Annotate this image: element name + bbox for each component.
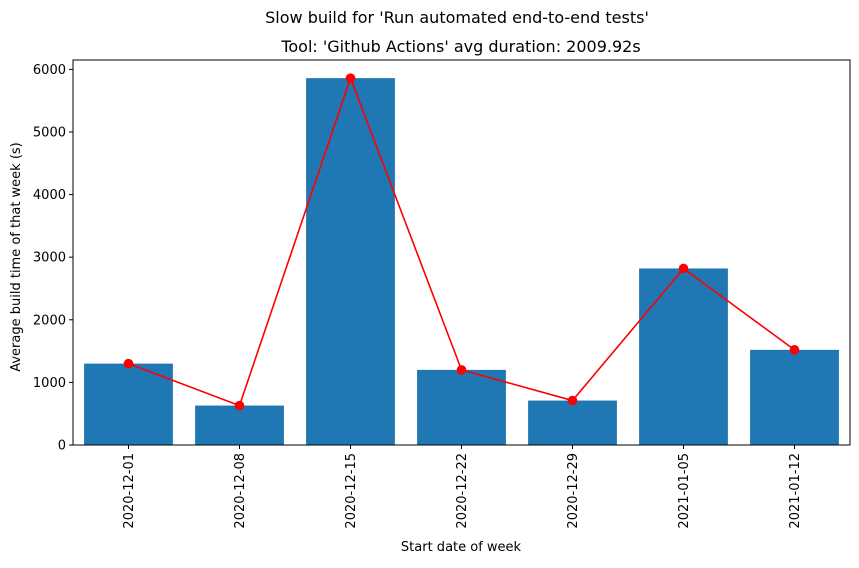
y-tick-label: 1000 bbox=[33, 376, 66, 391]
x-tick-label: 2020-12-22 bbox=[455, 453, 470, 529]
plot-area: 0 1000 2000 3000 4000 5000 6000 2020-12-01 2020-… bbox=[33, 59, 851, 529]
bar-2020-12-29 bbox=[528, 400, 617, 445]
bar-2020-12-08 bbox=[195, 405, 284, 445]
trend-point-2020-12-29 bbox=[567, 395, 578, 406]
trend-point-2021-01-12 bbox=[789, 345, 800, 355]
chart-title: Tool: 'Github Actions' avg duration: 200… bbox=[280, 37, 640, 56]
y-tick-label: 6000 bbox=[33, 63, 66, 78]
trend-point-2021-01-05 bbox=[678, 263, 689, 274]
trend-point-2020-12-22 bbox=[456, 365, 467, 375]
x-tick-label: 2021-01-12 bbox=[788, 453, 803, 529]
bar-2020-12-22 bbox=[417, 369, 506, 445]
bar-2020-12-01 bbox=[84, 363, 173, 445]
y-tick-label: 5000 bbox=[33, 125, 66, 140]
y-tick-label: 4000 bbox=[33, 188, 66, 203]
y-tick-label: 0 bbox=[58, 439, 66, 454]
x-tick-label: 2020-12-29 bbox=[566, 453, 581, 529]
x-tick-label: 2020-12-01 bbox=[122, 453, 137, 529]
bar-2020-12-15 bbox=[306, 78, 395, 445]
chart-suptitle: Slow build for 'Run automated end-to-end… bbox=[265, 8, 649, 27]
bar-2021-01-05 bbox=[639, 268, 728, 445]
y-tick-label: 3000 bbox=[33, 251, 66, 266]
x-tick-label: 2020-12-15 bbox=[344, 453, 359, 529]
trend-point-2020-12-15 bbox=[345, 73, 356, 83]
x-tick-label: 2020-12-08 bbox=[233, 453, 248, 529]
y-tick-label: 2000 bbox=[33, 313, 66, 328]
trend-point-2020-12-01 bbox=[123, 358, 134, 369]
trend-point-2020-12-08 bbox=[234, 400, 245, 411]
x-axis-label: Start date of week bbox=[401, 540, 522, 555]
y-axis-label: Average build time of that week (s) bbox=[9, 142, 24, 372]
x-tick-label: 2021-01-05 bbox=[677, 453, 692, 529]
bar-2021-01-12 bbox=[750, 349, 839, 445]
